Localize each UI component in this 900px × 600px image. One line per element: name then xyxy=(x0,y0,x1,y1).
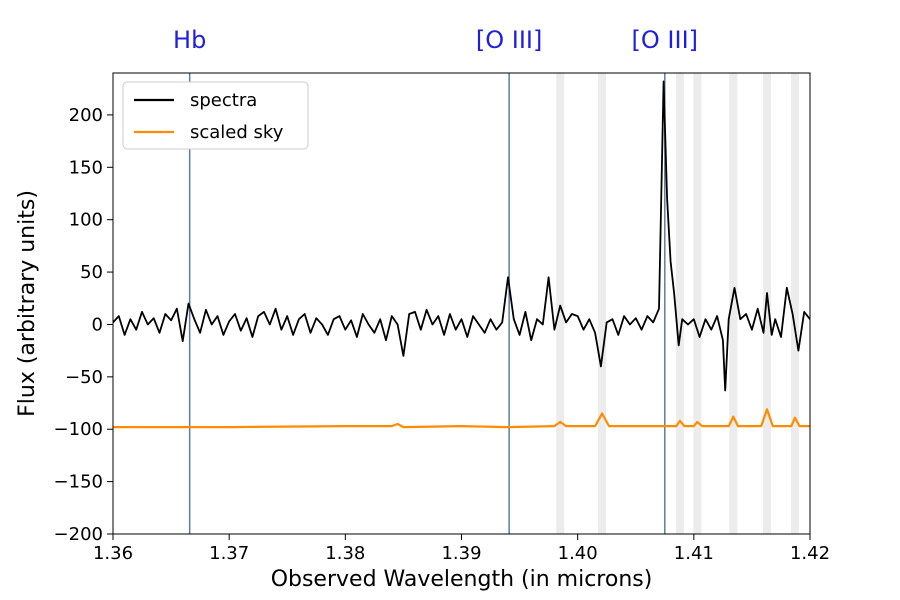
emission-line-label: Hb xyxy=(173,26,206,54)
emission-line-label: [O III] xyxy=(632,26,698,54)
sky-band xyxy=(598,73,607,534)
x-tick-label: 1.38 xyxy=(325,543,365,564)
y-tick-label: −150 xyxy=(54,472,103,493)
series-line xyxy=(113,408,810,429)
legend: spectra scaled sky xyxy=(122,81,309,150)
y-tick-label: 150 xyxy=(69,157,103,178)
y-tick-label: 50 xyxy=(80,262,103,283)
y-tick-label: −50 xyxy=(65,367,103,388)
x-axis-ticks: 1.36 1.37 1.38 1.39 1.40 1.41 1.42 xyxy=(93,534,830,564)
x-axis-label: Observed Wavelength (in microns) xyxy=(271,567,653,592)
series-layer xyxy=(112,80,811,429)
x-tick-label: 1.39 xyxy=(441,543,481,564)
y-tick-label: 200 xyxy=(69,105,103,126)
y-tick-label: 100 xyxy=(69,210,103,231)
sky-band xyxy=(693,73,702,534)
y-tick-label: 0 xyxy=(92,314,103,335)
sky-band xyxy=(763,73,772,534)
sky-band xyxy=(675,73,684,534)
x-tick-label: 1.37 xyxy=(209,543,249,564)
legend-entry-label: scaled sky xyxy=(190,122,284,143)
x-tick-label: 1.42 xyxy=(790,543,830,564)
x-tick-label: 1.41 xyxy=(674,543,714,564)
sky-band xyxy=(729,73,738,534)
sky-band xyxy=(556,73,565,534)
y-axis-ticks: −200 −150 −100 −50 0 50 100 150 200 xyxy=(54,105,113,545)
x-tick-label: 1.36 xyxy=(93,543,133,564)
y-axis-label: Flux (arbitrary units) xyxy=(15,190,40,417)
legend-entry-label: spectra xyxy=(190,90,257,111)
sky-band xyxy=(790,73,799,534)
emission-line-label: [O III] xyxy=(476,26,542,54)
y-tick-label: −100 xyxy=(54,419,103,440)
x-tick-label: 1.40 xyxy=(558,543,598,564)
series-line xyxy=(112,80,811,392)
y-tick-label: −200 xyxy=(54,524,103,545)
sky-bands xyxy=(556,73,799,534)
emission-line-labels: Hb [O III] [O III] xyxy=(173,26,698,54)
